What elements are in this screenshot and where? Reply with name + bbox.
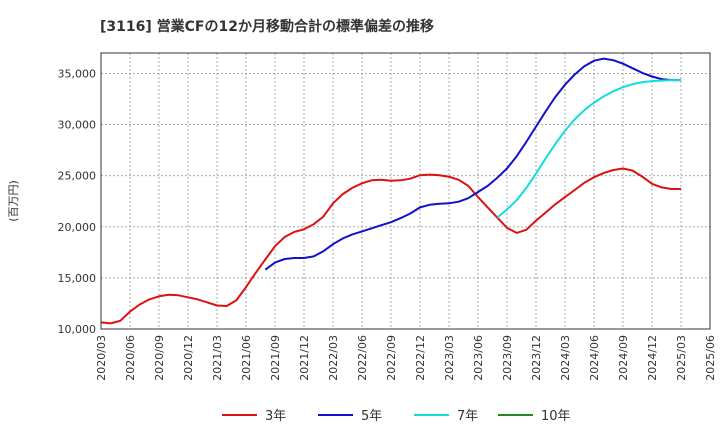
series-lines	[100, 57, 681, 325]
legend-label: 5年	[361, 409, 382, 424]
x-tick-label: 2021/06	[240, 335, 253, 381]
plot-frame	[100, 52, 711, 330]
x-tick-label: 2025/06	[704, 335, 717, 381]
x-tick-label: 2020/09	[153, 335, 166, 381]
x-tick-label: 2023/06	[472, 335, 485, 381]
x-tick-label: 2023/03	[443, 335, 456, 381]
x-tick-label: 2024/03	[559, 335, 572, 381]
x-tick-label: 2025/03	[675, 335, 688, 381]
x-tick-label: 2021/09	[269, 335, 282, 381]
y-tick-label: 10,000	[58, 323, 97, 336]
axis-ticks: 10,000 15,000 20,000 25,000 30,000 35,000 2020…	[58, 67, 718, 380]
x-tick-label: 2020/03	[95, 335, 108, 381]
x-tick-label: 2020/06	[124, 335, 137, 381]
y-tick-label: 30,000	[58, 119, 97, 132]
y-axis-label: (百万円)	[7, 180, 20, 222]
x-tick-label: 2021/03	[211, 335, 224, 381]
series-line	[496, 79, 681, 219]
x-tick-label: 2021/12	[298, 335, 311, 381]
x-tick-label: 2020/12	[182, 335, 195, 381]
legend-label: 7年	[457, 409, 478, 424]
x-tick-label: 2024/12	[646, 335, 659, 381]
x-tick-label: 2023/12	[530, 335, 543, 381]
x-tick-label: 2024/06	[588, 335, 601, 381]
legend-label: 10年	[541, 409, 571, 424]
y-tick-label: 15,000	[58, 272, 97, 285]
series-line	[264, 57, 681, 271]
legend: 3年 5年 7年 10年	[222, 409, 571, 424]
x-tick-label: 2022/03	[327, 335, 340, 381]
y-tick-label: 25,000	[58, 170, 97, 183]
legend-label: 3年	[265, 409, 286, 424]
x-tick-label: 2024/09	[617, 335, 630, 381]
x-tick-label: 2022/09	[385, 335, 398, 381]
y-tick-label: 35,000	[58, 67, 97, 80]
x-tick-label: 2023/09	[501, 335, 514, 381]
series-line	[100, 167, 681, 325]
x-tick-label: 2022/06	[356, 335, 369, 381]
x-tick-label: 2022/12	[414, 335, 427, 381]
grid	[100, 53, 711, 330]
chart-title: [3116] 営業CFの12か月移動合計の標準偏差の推移	[100, 18, 434, 35]
y-tick-label: 20,000	[58, 221, 97, 234]
